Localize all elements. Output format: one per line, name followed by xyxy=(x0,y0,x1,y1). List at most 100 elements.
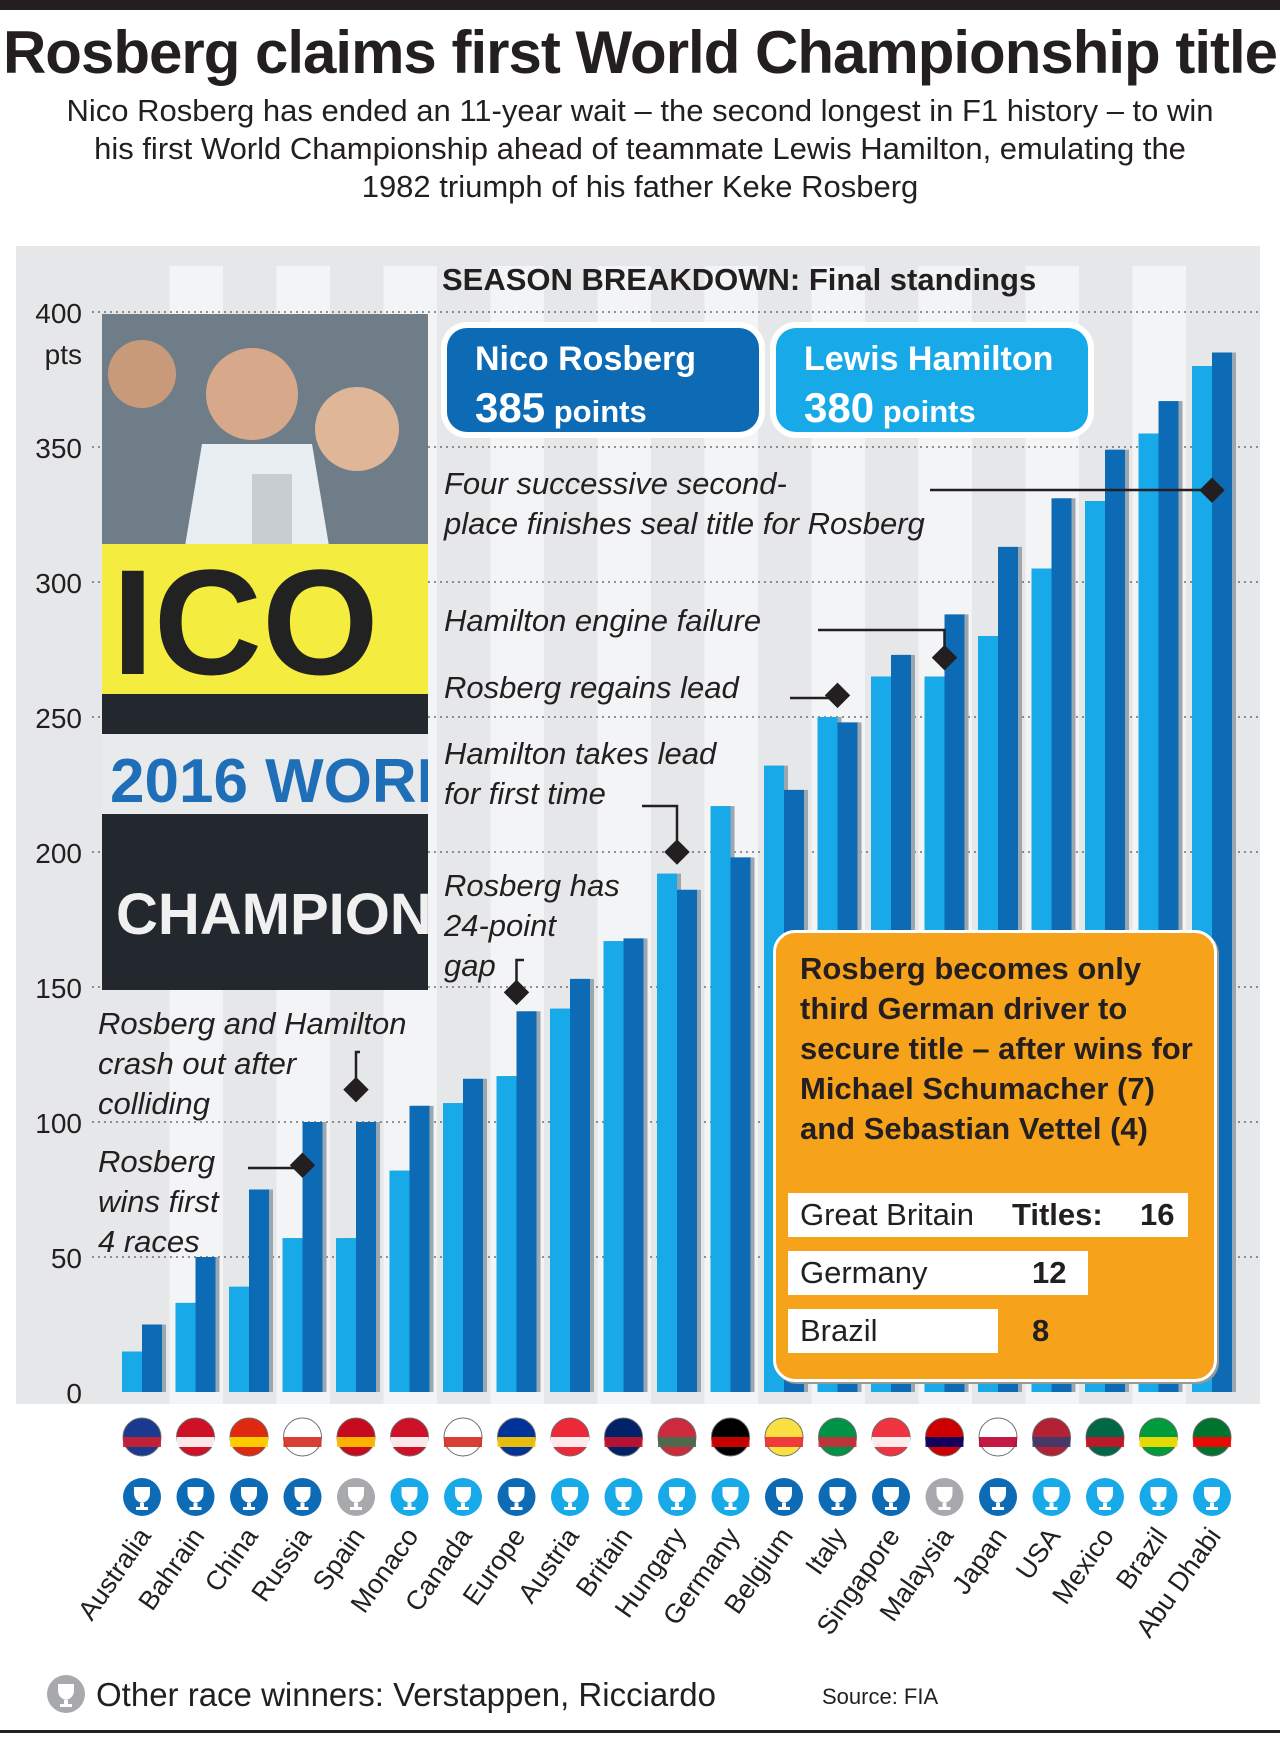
champion-photo: ICO 2016 WORLD CHAMPION xyxy=(102,314,428,990)
flag-stripe xyxy=(283,1437,322,1447)
annotation-line: crash out after xyxy=(98,1046,297,1081)
y-tick-label: 350 xyxy=(35,433,82,464)
annotation-marker xyxy=(503,979,530,1006)
annotation-regains-lead: Rosberg regains lead xyxy=(444,668,739,708)
flag-stripe xyxy=(1139,1437,1178,1447)
other-winners-note: Other race winners: Verstappen, Ricciard… xyxy=(96,1676,716,1713)
bar-hamilton xyxy=(603,941,624,1392)
bar-hamilton xyxy=(443,1103,463,1392)
hamilton-points-unit: points xyxy=(882,394,976,429)
trophy-glyph xyxy=(829,1487,846,1510)
titles-value: 8 xyxy=(1032,1313,1050,1348)
bottom-rule xyxy=(0,1730,1280,1733)
flag-stripe xyxy=(551,1437,589,1447)
bar-rosberg xyxy=(249,1189,269,1392)
annotation-title-sealed: Four successive second- place finishes s… xyxy=(444,464,925,544)
annotation-crash: Rosberg and Hamilton crash out after col… xyxy=(98,1004,406,1124)
flag-stripe xyxy=(497,1437,536,1447)
bar-rosberg xyxy=(195,1257,216,1392)
x-tick-label: Japan xyxy=(946,1522,1013,1599)
infobox-heading: Rosberg becomes only third German driver… xyxy=(800,951,1193,1146)
rosberg-points-line: 385 points xyxy=(475,384,647,432)
x-tick-label: Australia xyxy=(72,1521,157,1625)
section-heading: SEASON BREAKDOWN: Final standings xyxy=(442,262,1036,298)
annotation-24-point-gap: Rosberg has 24-point gap xyxy=(444,866,620,986)
bar-rosberg xyxy=(677,889,697,1392)
titles-label: Titles: xyxy=(1012,1197,1103,1232)
titles-country: Great Britain xyxy=(800,1197,975,1232)
y-tick-label: 300 xyxy=(35,568,82,599)
bar-hamilton xyxy=(282,1238,303,1392)
german-titles-box: Rosberg becomes only third German driver… xyxy=(773,930,1217,1382)
flag-stripe xyxy=(765,1437,803,1447)
flag-stripe xyxy=(230,1437,268,1447)
flag-stripe xyxy=(818,1437,857,1447)
trophy-glyph xyxy=(1043,1487,1060,1510)
flag-stripe xyxy=(979,1437,1017,1447)
trophy-glyph xyxy=(562,1487,578,1510)
photo-banner-text: 2016 WORLD xyxy=(110,747,428,816)
flag-stripe xyxy=(604,1437,643,1447)
trophy-glyph xyxy=(241,1487,257,1510)
top-rule xyxy=(0,0,1280,10)
hamilton-points-line: 380 points xyxy=(804,384,976,432)
titles-value: 16 xyxy=(1140,1197,1175,1232)
photo-illustration: ICO 2016 WORLD CHAMPION xyxy=(102,314,428,990)
y-tick-label: 250 xyxy=(35,703,82,734)
bar-rosberg xyxy=(463,1078,483,1392)
rosberg-points-box: Nico Rosberg 385 points xyxy=(447,328,759,432)
trophy-glyph xyxy=(401,1487,418,1510)
hamilton-name: Lewis Hamilton xyxy=(804,340,1054,378)
titles-value: 12 xyxy=(1032,1255,1067,1290)
photo-board-text: ICO xyxy=(112,538,379,706)
bar-rosberg xyxy=(142,1324,162,1392)
bar-hamilton xyxy=(389,1170,410,1392)
annotation-line: Four successive second- xyxy=(444,466,787,501)
annotation-first-four: Rosberg wins first 4 races xyxy=(98,1142,219,1262)
trophy-glyph xyxy=(1097,1487,1113,1510)
annotation-leader xyxy=(642,804,679,852)
hamilton-points: 380 xyxy=(804,384,875,431)
trophy-glyph xyxy=(883,1487,899,1510)
annotation-line: Hamilton engine failure xyxy=(444,603,762,638)
section-label: SEASON BREAKDOWN: xyxy=(442,262,801,297)
flag-stripe xyxy=(1032,1437,1071,1447)
flag-stripe xyxy=(1193,1437,1231,1447)
bar-hamilton xyxy=(175,1302,196,1392)
titles-country: Brazil xyxy=(800,1313,878,1348)
bar-hamilton xyxy=(710,806,731,1392)
titles-row-great-britain: Great Britain Titles: 16 xyxy=(788,1193,1188,1237)
flag-stripe xyxy=(1086,1437,1124,1447)
y-axis-label: pts xyxy=(45,339,82,370)
annotation-line: Hamilton takes lead xyxy=(444,736,717,771)
bar-hamilton xyxy=(550,1008,570,1392)
annotation-hamilton-leads: Hamilton takes lead for first time xyxy=(444,734,716,814)
section-label-rest: Final standings xyxy=(808,262,1037,297)
page-title: Rosberg claims first World Championship … xyxy=(2,19,1278,86)
bar-rosberg xyxy=(1212,352,1232,1392)
hamilton-points-box: Lewis Hamilton 380 points xyxy=(776,328,1088,432)
bar-hamilton xyxy=(657,873,677,1392)
titles-row-germany: Germany 12 xyxy=(788,1251,1088,1295)
bar-rosberg xyxy=(623,938,644,1392)
trophy-glyph xyxy=(508,1487,525,1510)
flag-stripe xyxy=(390,1437,429,1447)
annotation-line: Rosberg and Hamilton xyxy=(98,1006,407,1041)
trophy-glyph xyxy=(134,1487,150,1510)
bar-rosberg xyxy=(570,978,590,1392)
annotation-marker xyxy=(931,644,958,671)
annotation-engine-failure: Hamilton engine failure xyxy=(444,601,761,641)
trophy-glyph xyxy=(776,1487,792,1510)
titles-row-brazil: Brazil xyxy=(788,1309,998,1353)
bar-hamilton xyxy=(496,1076,517,1392)
annotation-line: 4 races xyxy=(98,1224,200,1259)
annotation-line: 24-point xyxy=(444,908,557,943)
trophy-glyph xyxy=(615,1487,632,1510)
bar-hamilton xyxy=(336,1238,356,1392)
y-tick-label: 100 xyxy=(35,1108,82,1139)
trophy-glyph xyxy=(455,1487,471,1510)
flag-stripe xyxy=(658,1437,696,1447)
other-winner-trophy-icon xyxy=(47,1675,85,1713)
y-tick-label: 0 xyxy=(66,1378,82,1409)
annotation-line: Rosberg regains lead xyxy=(444,670,739,705)
